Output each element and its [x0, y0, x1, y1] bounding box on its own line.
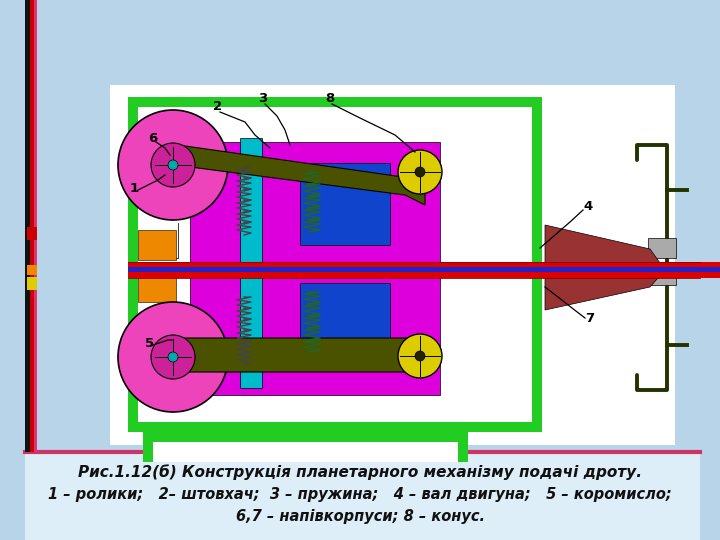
Text: Рис.1.12(б) Конструкція планетарного механізму подачі дроту.: Рис.1.12(б) Конструкція планетарного мех…	[78, 464, 642, 480]
Text: 4: 4	[583, 200, 593, 213]
Bar	[532, 97, 542, 432]
Bar	[128, 422, 542, 432]
Bar	[138, 272, 176, 302]
Text: 6: 6	[148, 132, 157, 145]
Text: 3: 3	[258, 92, 267, 105]
Bar	[27, 227, 37, 240]
Bar	[27, 265, 37, 275]
Polygon shape	[545, 225, 665, 310]
Bar	[138, 223, 178, 258]
Bar	[25, 0, 30, 452]
Bar	[190, 142, 440, 395]
Bar	[300, 283, 390, 365]
Bar	[110, 85, 675, 445]
Text: 1 – ролики;   2– штовхач;  3 – пружина;   4 – вал двигуна;   5 – коромисло;: 1 – ролики; 2– штовхач; 3 – пружина; 4 –…	[48, 487, 672, 502]
Polygon shape	[168, 145, 425, 205]
Bar	[138, 223, 178, 258]
Circle shape	[415, 167, 425, 177]
Bar	[648, 265, 676, 285]
Bar	[34, 0, 37, 452]
Circle shape	[415, 351, 425, 361]
Bar	[128, 267, 720, 272]
Circle shape	[118, 110, 228, 220]
Bar	[240, 138, 262, 388]
Bar	[128, 262, 720, 278]
Bar	[27, 277, 37, 290]
Polygon shape	[168, 338, 425, 372]
Text: 6,7 – напівкорпуси; 8 – конус.: 6,7 – напівкорпуси; 8 – конус.	[235, 509, 485, 523]
Bar	[30, 0, 34, 452]
Bar	[25, 452, 700, 540]
Circle shape	[151, 335, 195, 379]
Bar	[648, 238, 676, 258]
Bar	[128, 97, 138, 432]
Circle shape	[168, 160, 178, 170]
Text: 2: 2	[213, 100, 222, 113]
Bar	[300, 163, 390, 245]
Circle shape	[398, 150, 442, 194]
Bar	[153, 442, 458, 462]
Text: 7: 7	[585, 312, 594, 325]
Bar	[128, 97, 542, 107]
Text: 1: 1	[130, 182, 139, 195]
Bar	[138, 230, 176, 260]
Circle shape	[398, 334, 442, 378]
Circle shape	[118, 302, 228, 412]
Bar	[143, 422, 468, 462]
Circle shape	[151, 143, 195, 187]
Circle shape	[168, 352, 178, 362]
Text: 5: 5	[145, 337, 154, 350]
Text: 8: 8	[325, 92, 334, 105]
